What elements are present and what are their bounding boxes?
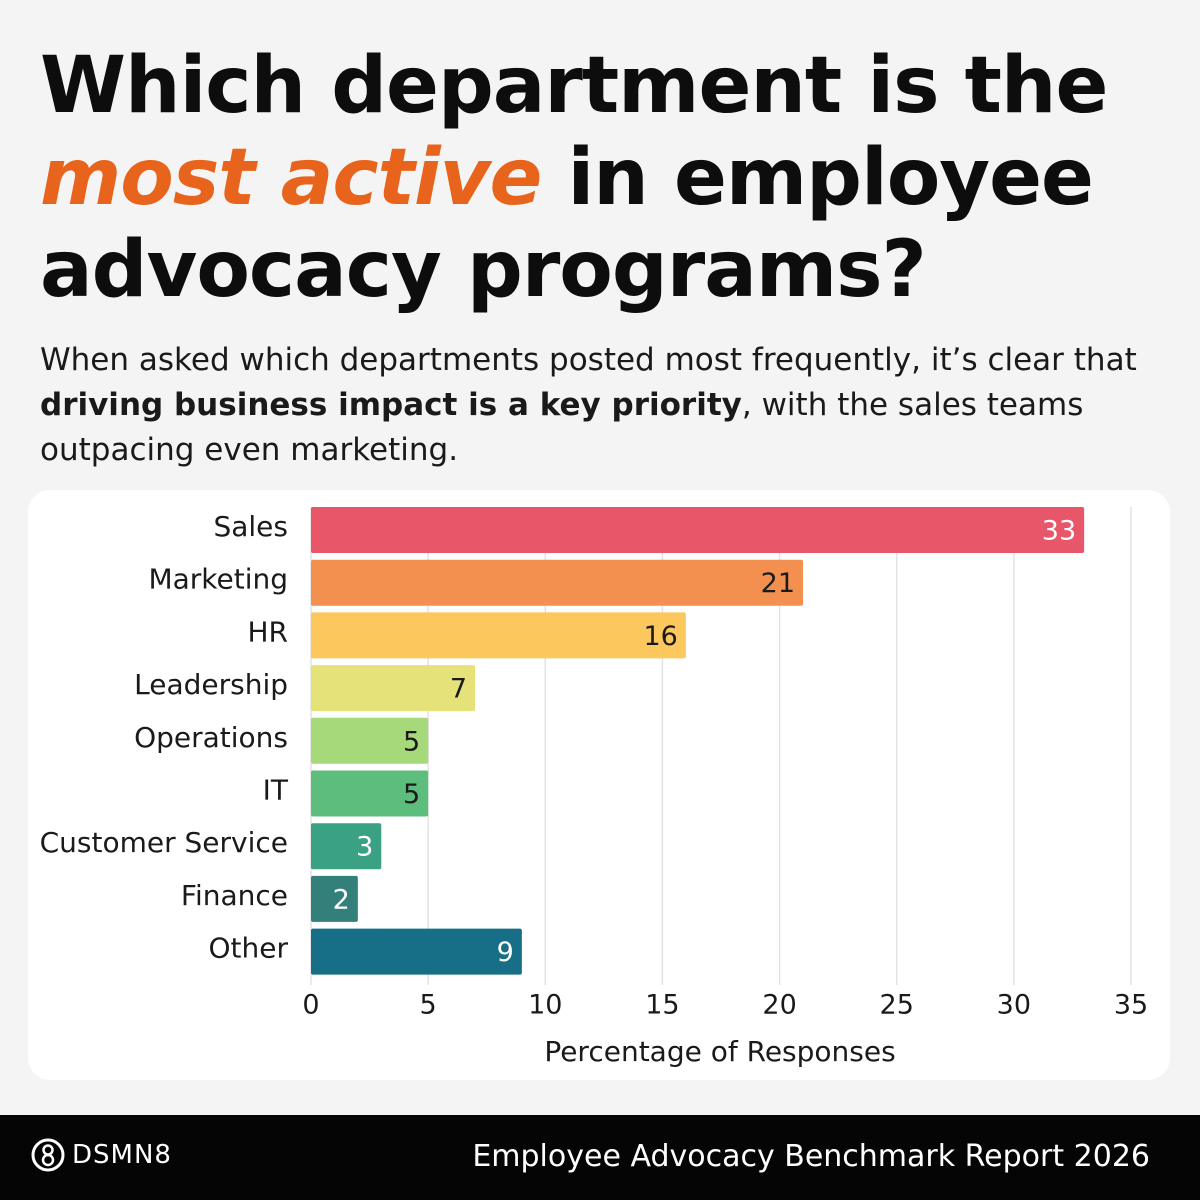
x-tick-label: 35 bbox=[1114, 990, 1148, 1021]
logo-text: DSMN8 bbox=[72, 1140, 172, 1170]
x-tick-label: 20 bbox=[762, 990, 796, 1021]
headline-part: Which department is the bbox=[40, 41, 1108, 131]
category-label: Operations bbox=[134, 721, 288, 754]
headline-part: in employee advocacy programs? bbox=[40, 133, 1094, 315]
bar bbox=[311, 875, 358, 922]
subtitle-bold: driving business impact is a key priorit… bbox=[40, 387, 742, 423]
category-label: Marketing bbox=[148, 563, 288, 596]
value-label: 9 bbox=[497, 937, 514, 968]
subtitle-part: , with the sales teams outpacing even ma… bbox=[40, 387, 1084, 468]
value-label: 33 bbox=[1042, 516, 1076, 547]
category-label: Sales bbox=[213, 510, 288, 543]
x-tick-label: 10 bbox=[528, 990, 562, 1021]
x-axis-label: Percentage of Responses bbox=[544, 1035, 895, 1068]
category-label: IT bbox=[263, 774, 289, 807]
logo-icon bbox=[31, 1138, 65, 1172]
headline-highlight: most active bbox=[40, 133, 542, 223]
x-tick-label: 5 bbox=[420, 990, 437, 1021]
report-name: Employee Advocacy Benchmark Report 2026 bbox=[472, 1139, 1150, 1174]
bar bbox=[311, 665, 475, 712]
bar bbox=[311, 770, 429, 817]
x-tick-label: 30 bbox=[997, 990, 1031, 1021]
bar bbox=[311, 559, 803, 606]
logo: DSMN8 bbox=[30, 1137, 172, 1173]
value-label: 3 bbox=[356, 832, 373, 863]
category-label: Finance bbox=[181, 879, 288, 912]
category-label: HR bbox=[247, 615, 288, 648]
headline: Which department is the most active in e… bbox=[40, 40, 1160, 316]
bar bbox=[311, 717, 429, 764]
subtitle: When asked which departments posted most… bbox=[40, 338, 1150, 473]
bar bbox=[311, 507, 1085, 553]
subtitle-part: When asked which departments posted most… bbox=[40, 342, 1137, 378]
category-label: Customer Service bbox=[40, 826, 288, 859]
x-tick-label: 0 bbox=[302, 990, 319, 1021]
value-label: 5 bbox=[403, 779, 420, 810]
bar bbox=[311, 823, 382, 870]
value-label: 5 bbox=[403, 726, 420, 757]
category-label: Other bbox=[208, 932, 288, 965]
bar bbox=[311, 612, 686, 659]
value-label: 16 bbox=[643, 621, 677, 652]
category-label: Leadership bbox=[134, 668, 288, 701]
chart: Percentage of Responses 0 5 10 15 20 25 30 35Sa… bbox=[40, 507, 1148, 1068]
value-label: 21 bbox=[761, 568, 795, 599]
value-label: 2 bbox=[333, 884, 350, 915]
value-label: 7 bbox=[450, 674, 467, 705]
x-tick-label: 15 bbox=[645, 990, 679, 1021]
bar bbox=[311, 928, 522, 975]
x-tick-label: 25 bbox=[880, 990, 914, 1021]
footer: DSMN8 Employee Advocacy Benchmark Report… bbox=[0, 1115, 1200, 1200]
